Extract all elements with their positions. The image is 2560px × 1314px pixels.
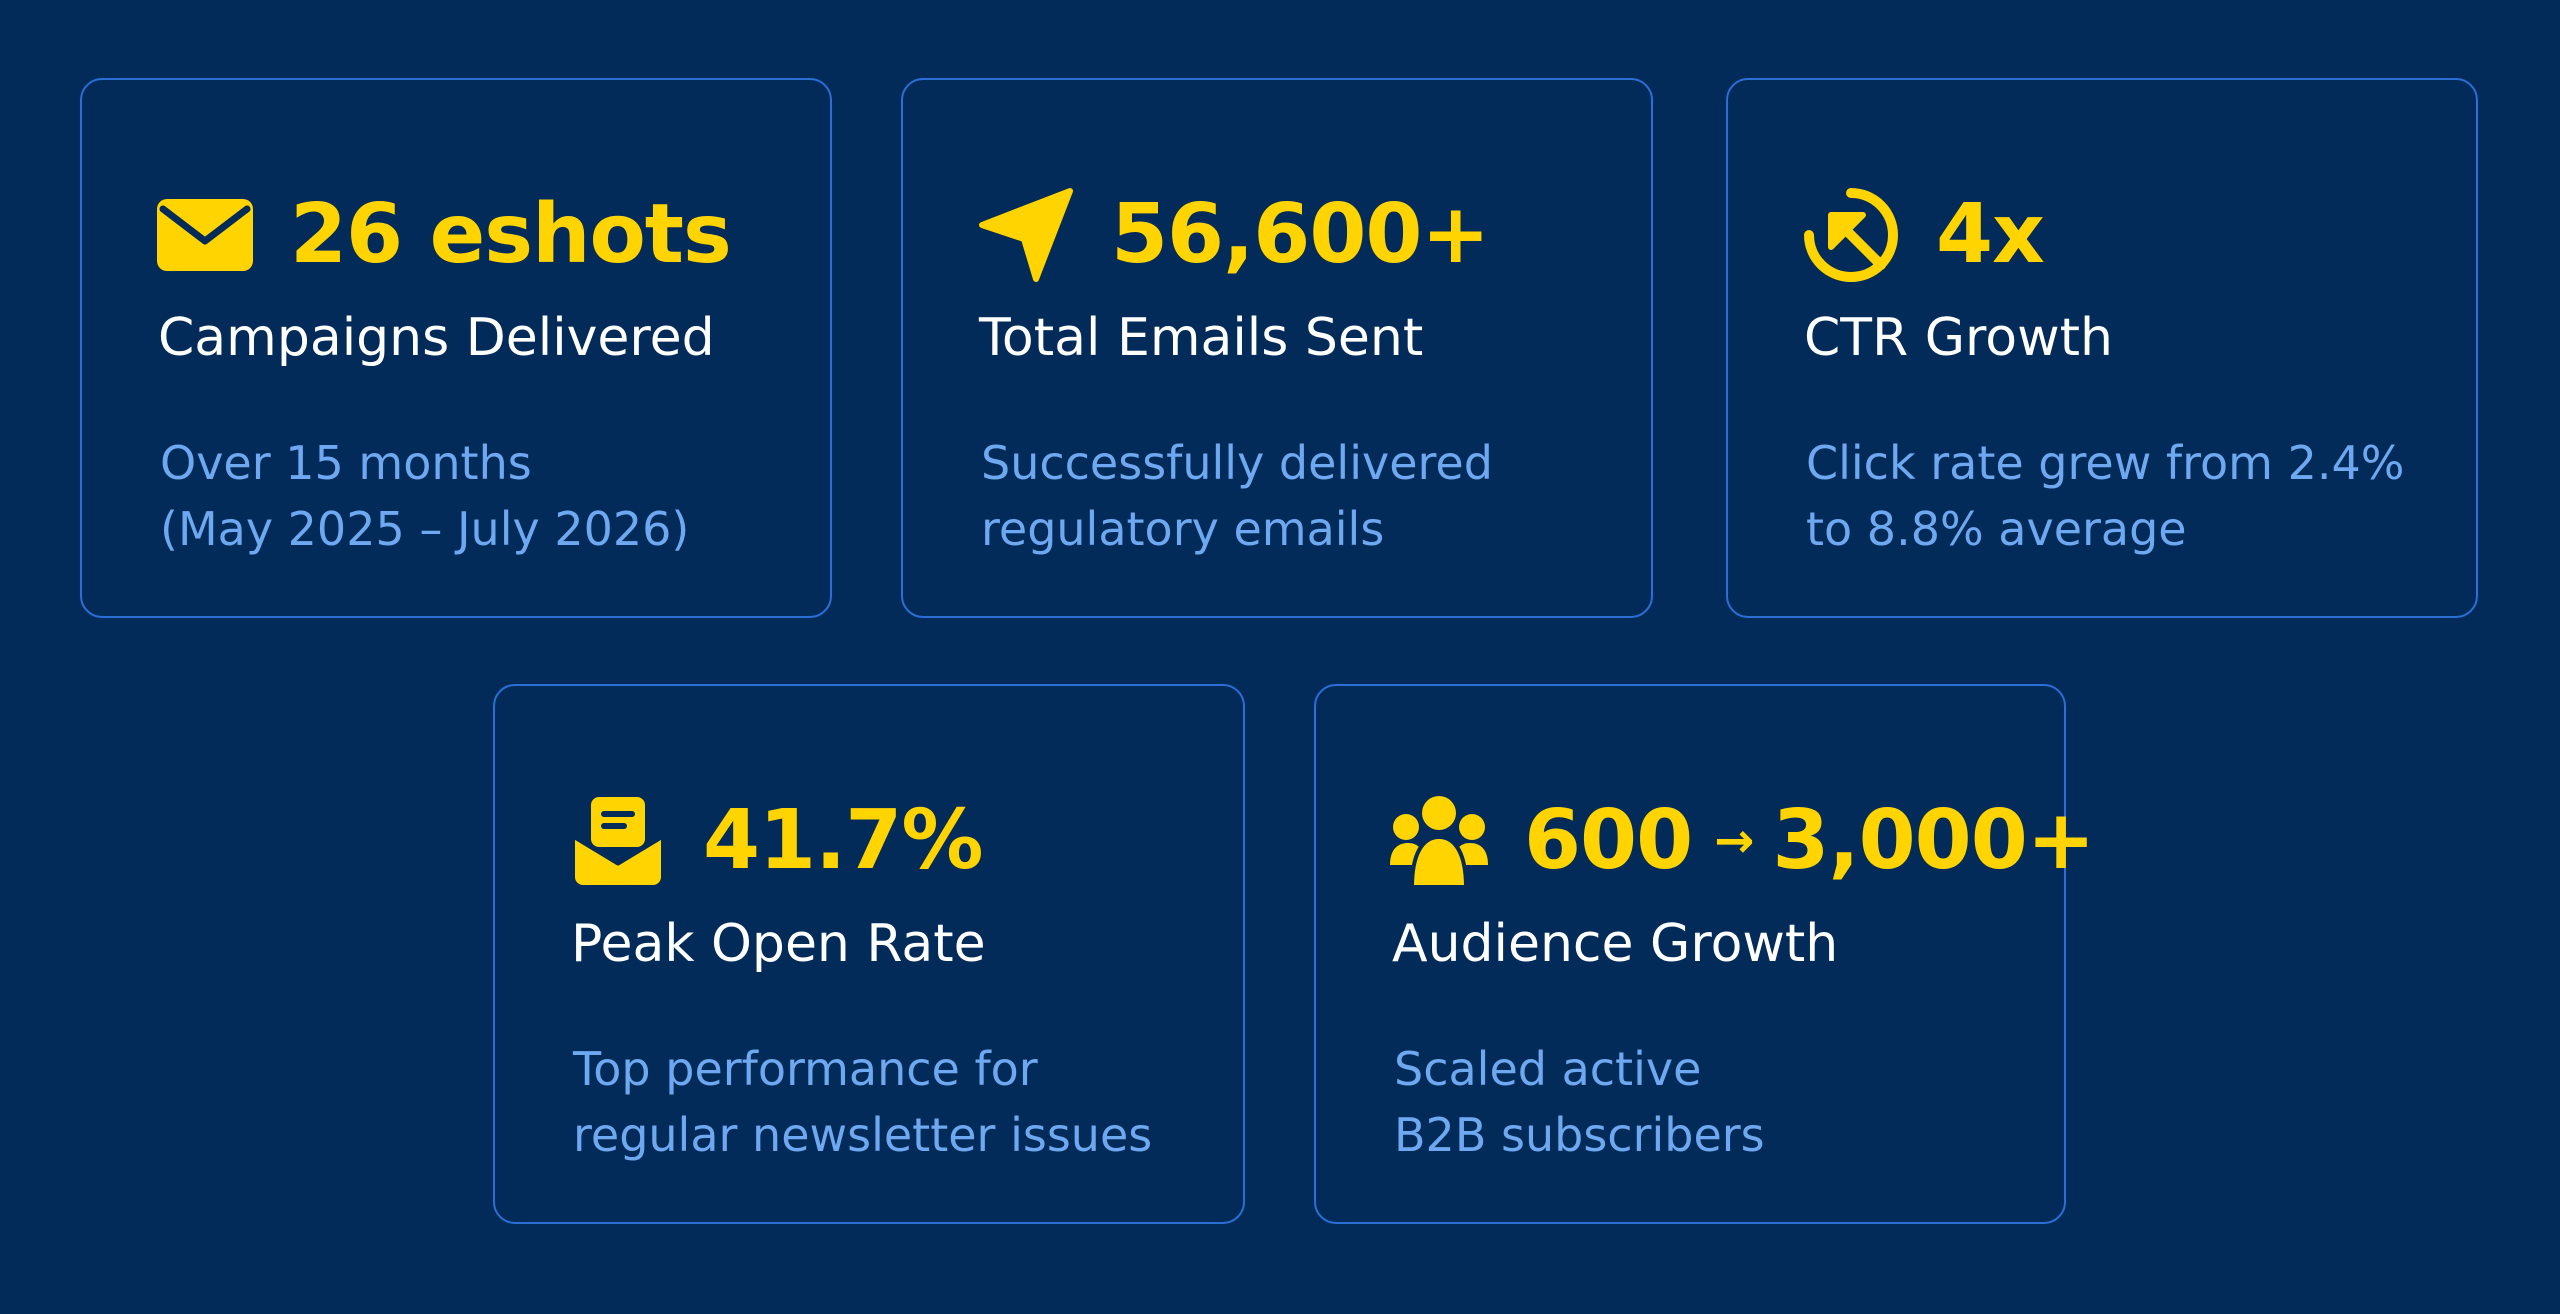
stat-title: CTR Growth bbox=[1804, 308, 2113, 368]
stat-description-line: regular newsletter issues bbox=[573, 1108, 1153, 1162]
arrow-right-icon: → bbox=[1714, 813, 1755, 869]
stat-card-campaigns: 26 eshots Campaigns Delivered Over 15 mo… bbox=[80, 78, 832, 618]
stat-headline: 4x bbox=[1800, 180, 2045, 290]
stat-description-line: (May 2025 – July 2026) bbox=[160, 502, 690, 556]
stat-description: Click rate grew from 2.4% to 8.8% averag… bbox=[1806, 430, 2404, 562]
stat-description-line: Click rate grew from 2.4% bbox=[1806, 436, 2405, 490]
stat-value: 41.7% bbox=[703, 793, 983, 888]
stat-title: Audience Growth bbox=[1392, 914, 1839, 974]
envelope-icon bbox=[154, 184, 256, 286]
stat-value-to: 3,000+ bbox=[1772, 793, 2095, 888]
stat-description-line: Over 15 months bbox=[160, 436, 532, 490]
stat-value-from: 600 bbox=[1524, 793, 1693, 888]
stat-value: 56,600+ bbox=[1111, 187, 1490, 282]
stat-description: Successfully delivered regulatory emails bbox=[981, 430, 1493, 562]
paper-plane-icon bbox=[975, 184, 1077, 286]
stat-description-line: Scaled active bbox=[1394, 1042, 1702, 1096]
stat-title: Peak Open Rate bbox=[571, 914, 986, 974]
stat-value: 4x bbox=[1936, 187, 2045, 282]
stat-headline: 26 eshots bbox=[154, 180, 732, 290]
open-envelope-icon bbox=[567, 790, 669, 892]
stat-card-audience-growth: 600 → 3,000+ Audience Growth Scaled acti… bbox=[1314, 684, 2095, 1224]
stat-title: Campaigns Delivered bbox=[158, 308, 715, 368]
click-cursor-icon bbox=[1800, 184, 1902, 286]
stat-headline: 56,600+ bbox=[975, 180, 1490, 290]
stat-description-line: to 8.8% average bbox=[1806, 502, 2187, 556]
stat-card-open-rate: 41.7% Peak Open Rate Top performance for… bbox=[493, 684, 1245, 1224]
stat-value-range: 600 → 3,000+ bbox=[1524, 793, 2095, 888]
stat-headline: 600 → 3,000+ bbox=[1388, 786, 2095, 896]
users-group-icon bbox=[1388, 790, 1490, 892]
stat-description: Scaled active B2B subscribers bbox=[1394, 1036, 1765, 1168]
stat-description: Top performance for regular newsletter i… bbox=[573, 1036, 1152, 1168]
stat-title: Total Emails Sent bbox=[979, 308, 1424, 368]
stat-card-ctr-growth: 4x CTR Growth Click rate grew from 2.4% … bbox=[1726, 78, 2478, 618]
stat-description-line: B2B subscribers bbox=[1394, 1108, 1765, 1162]
stat-description-line: Successfully delivered bbox=[981, 436, 1493, 490]
stat-description: Over 15 months (May 2025 – July 2026) bbox=[160, 430, 689, 562]
stat-value: 26 eshots bbox=[290, 187, 732, 282]
stat-description-line: regulatory emails bbox=[981, 502, 1385, 556]
stat-card-emails-sent: 56,600+ Total Emails Sent Successfully d… bbox=[901, 78, 1653, 618]
stat-description-line: Top performance for bbox=[573, 1042, 1038, 1096]
stat-headline: 41.7% bbox=[567, 786, 983, 896]
